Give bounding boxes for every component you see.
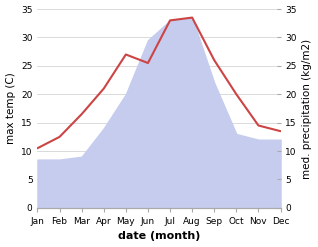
Y-axis label: med. precipitation (kg/m2): med. precipitation (kg/m2) (302, 38, 313, 179)
Y-axis label: max temp (C): max temp (C) (5, 73, 16, 144)
X-axis label: date (month): date (month) (118, 231, 200, 242)
